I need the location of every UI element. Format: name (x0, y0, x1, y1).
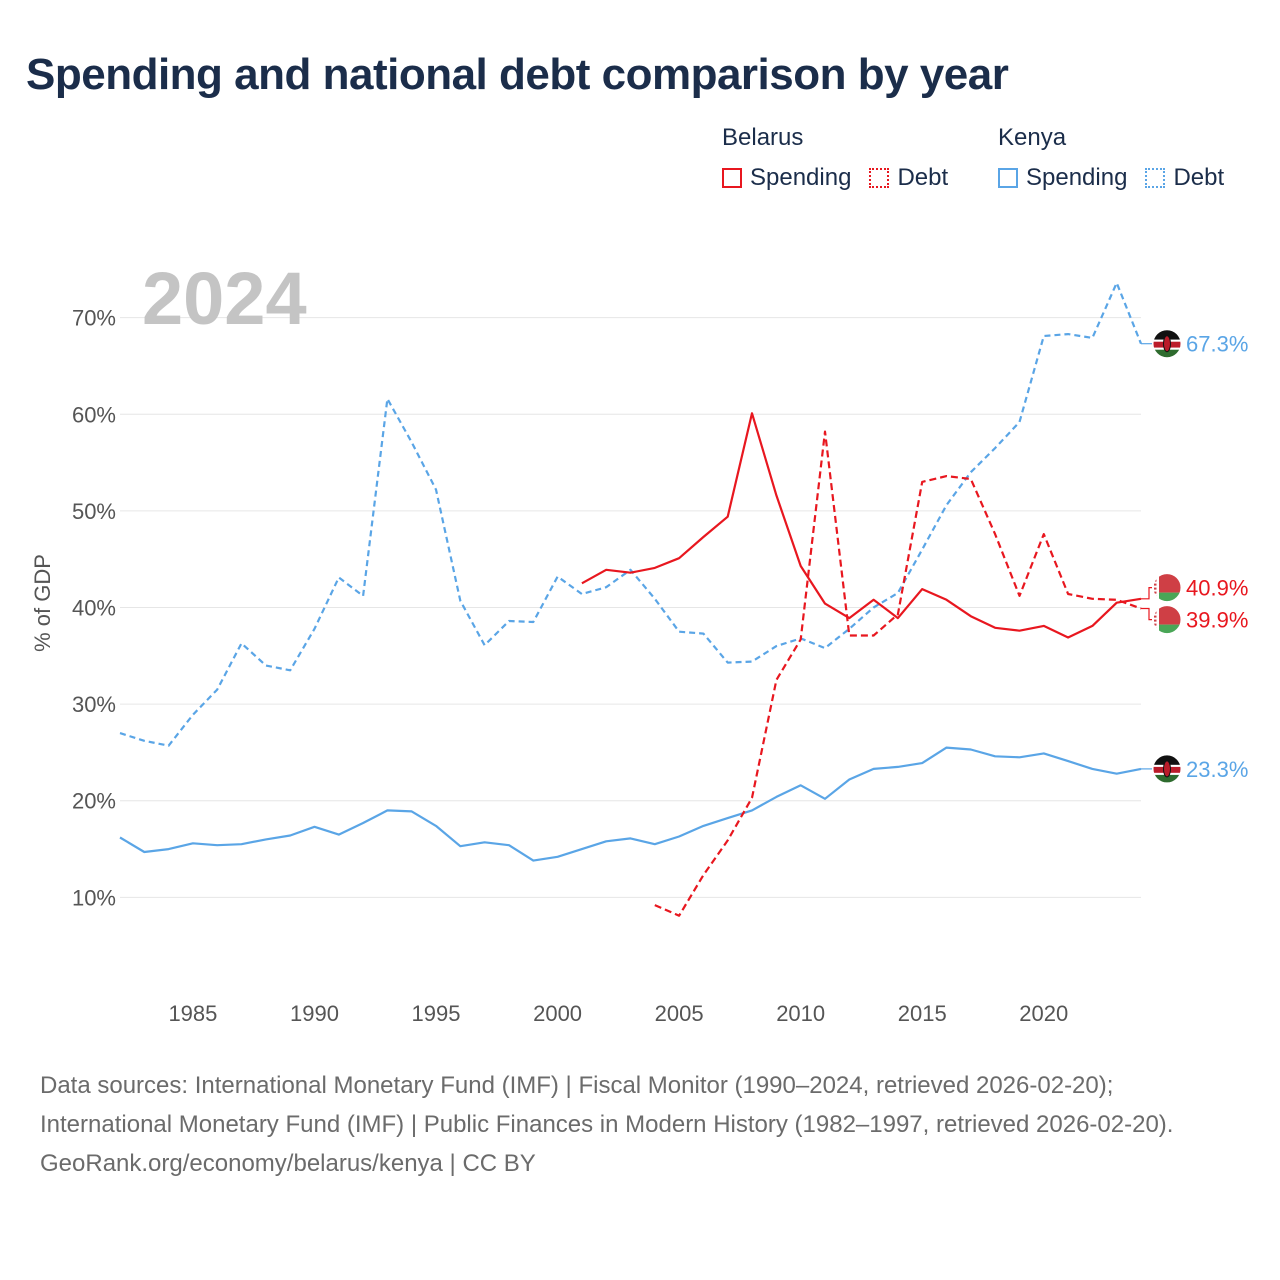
x-tick-label: 1995 (412, 1001, 461, 1026)
credit-link[interactable]: GeoRank.org/economy/belarus/kenya | CC B… (40, 1150, 536, 1177)
end-label-connector (1141, 586, 1152, 600)
legend-swatch-dotted (1145, 168, 1166, 188)
x-tick-label: 2015 (898, 1001, 947, 1026)
end-label-belarus-debt: 39.9% (1141, 605, 1248, 635)
legend-swatch-solid (722, 168, 742, 188)
legend-group-name: Belarus (722, 124, 804, 151)
x-tick-label: 2000 (533, 1001, 582, 1026)
end-labels: 67.3% 40.9% 39.9% 23.3% (1141, 329, 1248, 784)
legend-item-kenya-debt[interactable]: Debt (1145, 164, 1224, 192)
end-label-kenya-debt: 67.3% (1141, 329, 1248, 359)
x-tick-label: 1985 (168, 1001, 217, 1026)
legend-group-name: Kenya (998, 124, 1067, 151)
page-title: Spending and national debt comparison by… (26, 50, 1009, 99)
x-tick-label: 2010 (776, 1001, 825, 1026)
x-tick-label: 2005 (655, 1001, 704, 1026)
series-line-kenya-debt[interactable] (119, 281, 1143, 747)
legend-group-belarus: Belarus Spending Debt (722, 124, 966, 192)
y-axis-label: % of GDP (30, 554, 55, 652)
legend-item-belarus-debt[interactable]: Debt (869, 164, 948, 192)
year-watermark: 2024 (142, 257, 307, 340)
series-lines (119, 281, 1143, 917)
y-tick-label: 10% (72, 885, 116, 910)
legend-item-label: Spending (750, 164, 852, 191)
kenya-flag-icon (1152, 329, 1182, 359)
belarus-flag-icon (1152, 605, 1182, 635)
grid-lines (120, 317, 1141, 898)
y-axis-ticks: 10% 20% 30% 40% 50% 60% 70% (72, 306, 116, 911)
end-label-kenya-spending: 23.3% (1141, 754, 1248, 784)
legend-item-belarus-spending[interactable]: Spending (722, 164, 851, 192)
footer: Data sources: International Monetary Fun… (40, 1066, 1240, 1183)
end-value-label: 40.9% (1186, 576, 1248, 601)
end-label-belarus-spending: 40.9% (1141, 573, 1248, 603)
kenya-flag-icon (1152, 754, 1182, 784)
x-axis-ticks: 1985 1990 1995 2000 2005 2010 2015 2020 (168, 1001, 1068, 1026)
y-tick-label: 70% (72, 306, 116, 331)
legend-item-label: Spending (1026, 164, 1128, 191)
legend-item-kenya-spending[interactable]: Spending (998, 164, 1127, 192)
y-tick-label: 20% (72, 789, 116, 814)
end-value-label: 39.9% (1186, 608, 1248, 633)
y-tick-label: 50% (72, 499, 116, 524)
y-tick-label: 60% (72, 402, 116, 427)
series-line-belarus-debt[interactable] (654, 430, 1142, 917)
x-tick-label: 1990 (290, 1001, 339, 1026)
end-label-connector (1141, 607, 1152, 621)
x-tick-label: 2020 (1019, 1001, 1068, 1026)
belarus-flag-icon (1152, 573, 1182, 603)
series-line-belarus-spending[interactable] (581, 412, 1142, 639)
legend-group-kenya: Kenya Spending Debt (998, 124, 1242, 192)
series-line-kenya-spending[interactable] (119, 746, 1142, 862)
end-value-label: 23.3% (1186, 757, 1248, 782)
legend-swatch-dotted (869, 168, 890, 188)
data-sources: Data sources: International Monetary Fun… (40, 1072, 1174, 1138)
legend-item-label: Debt (1173, 164, 1225, 191)
y-tick-label: 40% (72, 596, 116, 621)
legend-swatch-solid (998, 168, 1018, 188)
y-tick-label: 30% (72, 692, 116, 717)
end-value-label: 67.3% (1186, 332, 1248, 357)
legend-item-label: Debt (897, 164, 949, 191)
